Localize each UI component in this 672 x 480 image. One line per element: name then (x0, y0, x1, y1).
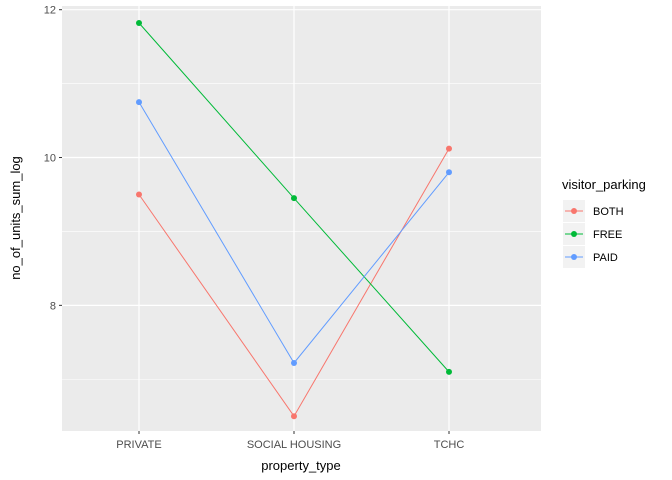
data-point-free (446, 368, 452, 375)
data-point-free (136, 20, 142, 26)
plot-panel (62, 6, 541, 431)
x-tick-label: PRIVATE (116, 439, 161, 451)
major-gridlines (62, 6, 541, 431)
legend: visitor_parking BOTH FREE PAID (562, 177, 646, 268)
x-axis-title: property_type (261, 458, 341, 473)
y-tick-label: 10 (44, 153, 56, 165)
y-axis: 8 10 12 (44, 5, 62, 312)
legend-label-paid: PAID (593, 252, 618, 264)
legend-label-free: FREE (593, 229, 622, 241)
data-point-paid (136, 99, 142, 106)
y-tick-label: 12 (44, 5, 56, 17)
data-point-both (446, 145, 452, 152)
legend-key-point-paid (571, 254, 577, 260)
data-point-paid (291, 360, 297, 366)
series-layer (136, 20, 452, 420)
y-tick-label: 8 (50, 300, 56, 312)
data-point-both (136, 191, 142, 198)
x-tick-label: TCHC (434, 439, 465, 451)
legend-label-both: BOTH (593, 206, 624, 218)
data-point-paid (446, 169, 452, 176)
y-axis-title: no_of_units_sum_log (8, 156, 23, 280)
legend-key-point-both (571, 208, 577, 214)
minor-gridlines (62, 83, 541, 380)
data-point-free (291, 195, 297, 202)
legend-title: visitor_parking (562, 177, 646, 192)
x-tick-label: SOCIAL HOUSING (247, 439, 341, 451)
x-axis: PRIVATE SOCIAL HOUSING TCHC (116, 431, 464, 451)
legend-key-point-free (571, 231, 577, 237)
data-point-both (291, 413, 297, 420)
